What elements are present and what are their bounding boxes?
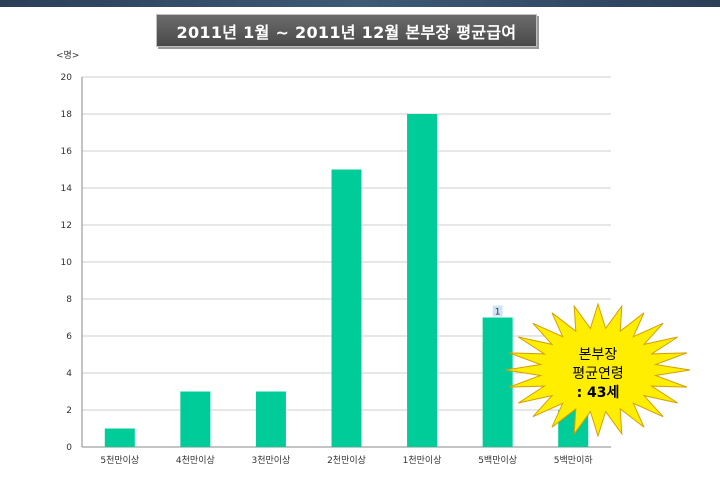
y-tick-label: 20 bbox=[61, 73, 73, 83]
y-tick-label: 10 bbox=[61, 258, 73, 268]
bar-1천만이상 bbox=[407, 114, 438, 447]
y-tick-label: 12 bbox=[61, 221, 72, 231]
y-tick-label: 4 bbox=[66, 369, 72, 379]
bar-5천만이상 bbox=[104, 428, 135, 447]
bars bbox=[104, 114, 589, 447]
y-tick-label: 0 bbox=[66, 443, 72, 453]
y-tick-label: 14 bbox=[61, 184, 73, 194]
data-labels: 1 bbox=[492, 305, 503, 318]
callout-line-3: : 43세 bbox=[576, 385, 620, 401]
data-label: 1 bbox=[495, 308, 501, 318]
y-tick-label: 16 bbox=[61, 147, 73, 157]
y-unit-label: <명> bbox=[56, 51, 80, 61]
chart-title: 2011년 1월 ~ 2011년 12월 본부장 평균급여 bbox=[156, 14, 537, 47]
x-tick-label: 5백만이하 bbox=[554, 455, 594, 466]
y-tick-label: 18 bbox=[61, 110, 73, 120]
x-tick-label: 4천만이상 bbox=[176, 455, 215, 466]
bar-4천만이상 bbox=[180, 391, 211, 447]
bar-5백만이상 bbox=[482, 317, 513, 447]
y-axis-ticks: 0 2 4 6 8 10 12 14 16 18 20 bbox=[61, 73, 73, 453]
top-rule bbox=[0, 0, 720, 7]
y-tick-label: 8 bbox=[66, 295, 72, 305]
callout-line-1: 본부장 bbox=[578, 347, 618, 363]
callout-line-2: 평균연령 bbox=[572, 366, 624, 382]
x-tick-label: 5천만이상 bbox=[100, 455, 139, 466]
x-axis-ticks: 5천만이상 4천만이상 3천만이상 2천만이상 1천만이상 5백만이상 5백만이하 bbox=[100, 455, 593, 466]
y-tick-label: 2 bbox=[66, 406, 72, 416]
y-tick-label: 6 bbox=[66, 332, 72, 342]
callout-starburst bbox=[505, 302, 691, 438]
data-label-box bbox=[492, 305, 503, 317]
x-tick-label: 5백만이상 bbox=[478, 455, 517, 466]
x-tick-label: 1천만이상 bbox=[403, 455, 442, 466]
bar-3천만이상 bbox=[255, 391, 286, 447]
x-tick-label: 3천만이상 bbox=[251, 455, 290, 466]
x-tick-label: 2천만이상 bbox=[327, 455, 366, 466]
bar-2천만이상 bbox=[331, 169, 362, 447]
callout-text: 본부장 평균연령 : 43세 bbox=[533, 346, 663, 403]
